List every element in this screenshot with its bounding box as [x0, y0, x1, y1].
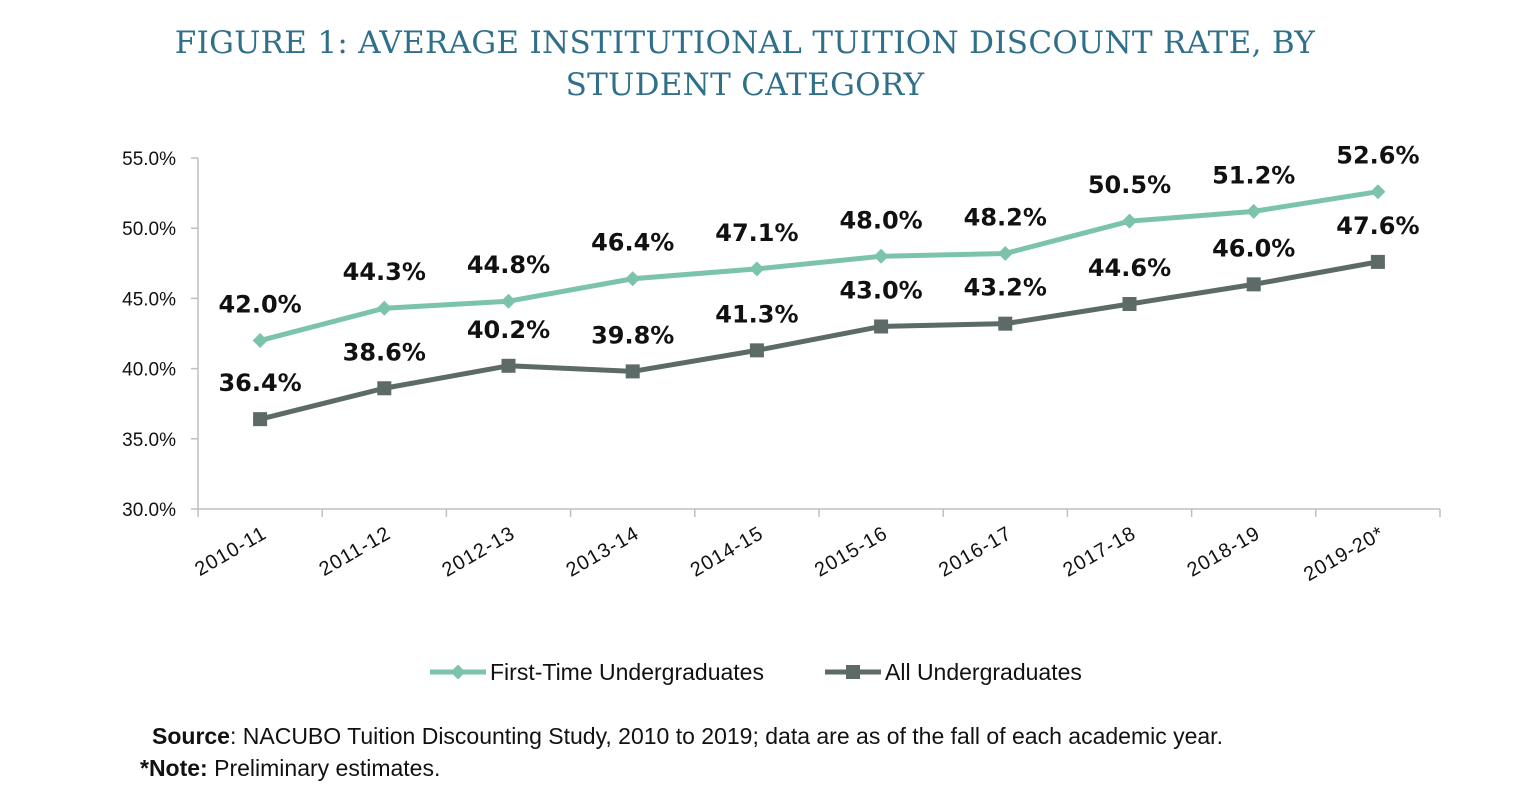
x-tick-label: 2014-15	[687, 522, 768, 581]
data-point-diamond	[997, 245, 1013, 261]
data-label: 48.2%	[964, 203, 1047, 231]
data-label: 40.2%	[467, 316, 550, 344]
data-point-diamond	[376, 300, 392, 316]
data-point-diamond	[501, 293, 516, 309]
data-label: 44.8%	[467, 251, 550, 279]
data-point-diamond	[1370, 184, 1386, 200]
y-tick-label: 40.0%	[122, 360, 176, 381]
data-point-square	[1370, 254, 1385, 269]
data-point-square	[749, 343, 764, 358]
chart-title: FIGURE 1: AVERAGE INSTITUTIONAL TUITION …	[0, 22, 1490, 106]
x-tick-label: 2011-12	[315, 522, 394, 581]
y-tick-label: 55.0%	[122, 149, 176, 170]
data-point-square	[625, 364, 640, 379]
series-line-first-time	[259, 189, 1379, 343]
data-point-diamond	[1122, 213, 1137, 229]
chart-title-line-1: FIGURE 1: AVERAGE INSTITUTIONAL TUITION …	[174, 25, 1316, 61]
data-label: 48.0%	[839, 206, 922, 234]
data-point-square	[874, 319, 889, 334]
y-tick-label: 30.0%	[122, 500, 176, 521]
x-tick-label: 2019-20*	[1300, 522, 1388, 586]
source-text: : NACUBO Tuition Discounting Study, 2010…	[229, 723, 1223, 749]
data-point-square	[1122, 297, 1137, 312]
y-tick-label: 45.0%	[122, 289, 176, 310]
data-label: 52.6%	[1336, 142, 1419, 170]
x-tick-label: 2012-13	[438, 522, 519, 581]
legend-marker-square	[846, 665, 860, 679]
note-line: *Note: Preliminary estimates.	[140, 752, 1223, 784]
note-text: Preliminary estimates.	[207, 755, 441, 781]
data-label: 36.4%	[218, 369, 301, 397]
chart-title-line-2: STUDENT CATEGORY	[565, 67, 925, 103]
data-point-square	[253, 412, 268, 427]
note-label: *Note:	[140, 755, 208, 781]
data-label: 46.4%	[591, 229, 674, 257]
series-line-all	[259, 259, 1379, 422]
data-point-square	[377, 381, 392, 396]
data-point-square	[501, 358, 516, 373]
x-tick-label: 2017-18	[1059, 522, 1140, 581]
data-label: 43.0%	[839, 276, 922, 304]
data-label: 43.2%	[964, 274, 1047, 302]
data-point-diamond	[625, 271, 641, 287]
data-point-diamond	[252, 333, 268, 349]
legend-entry: All Undergraduates	[885, 659, 1082, 685]
x-tick-label: 2016-17	[935, 522, 1016, 581]
y-tick-label: 50.0%	[122, 219, 176, 240]
x-tick-label: 2013-14	[563, 522, 644, 581]
data-label: 47.6%	[1336, 212, 1419, 240]
data-label: 47.1%	[715, 219, 798, 247]
data-point-square	[998, 316, 1013, 331]
legend-marker-diamond	[450, 664, 466, 680]
x-tick-label: 2010-11	[191, 522, 270, 581]
data-label: 44.6%	[1088, 254, 1171, 282]
source-line: Source: NACUBO Tuition Discounting Study…	[152, 720, 1223, 752]
source-note: Source: NACUBO Tuition Discounting Study…	[140, 720, 1223, 784]
data-label: 39.8%	[591, 321, 674, 349]
data-point-diamond	[1246, 203, 1262, 219]
data-point-diamond	[873, 248, 889, 264]
data-point-diamond	[749, 261, 765, 277]
data-label: 42.0%	[218, 291, 301, 319]
data-label: 38.6%	[343, 338, 426, 366]
data-label: 44.3%	[343, 258, 426, 286]
x-tick-label: 2015-16	[811, 522, 892, 581]
data-point-square	[1246, 277, 1261, 292]
y-tick-label: 35.0%	[122, 430, 176, 451]
data-label: 51.2%	[1212, 161, 1295, 189]
source-label: Source	[152, 723, 230, 749]
data-label: 46.0%	[1212, 234, 1295, 262]
data-label: 50.5%	[1088, 171, 1171, 199]
legend-entry: First-Time Undergraduates	[490, 659, 764, 685]
x-tick-label: 2018-19	[1184, 522, 1265, 581]
data-label: 41.3%	[715, 300, 798, 328]
